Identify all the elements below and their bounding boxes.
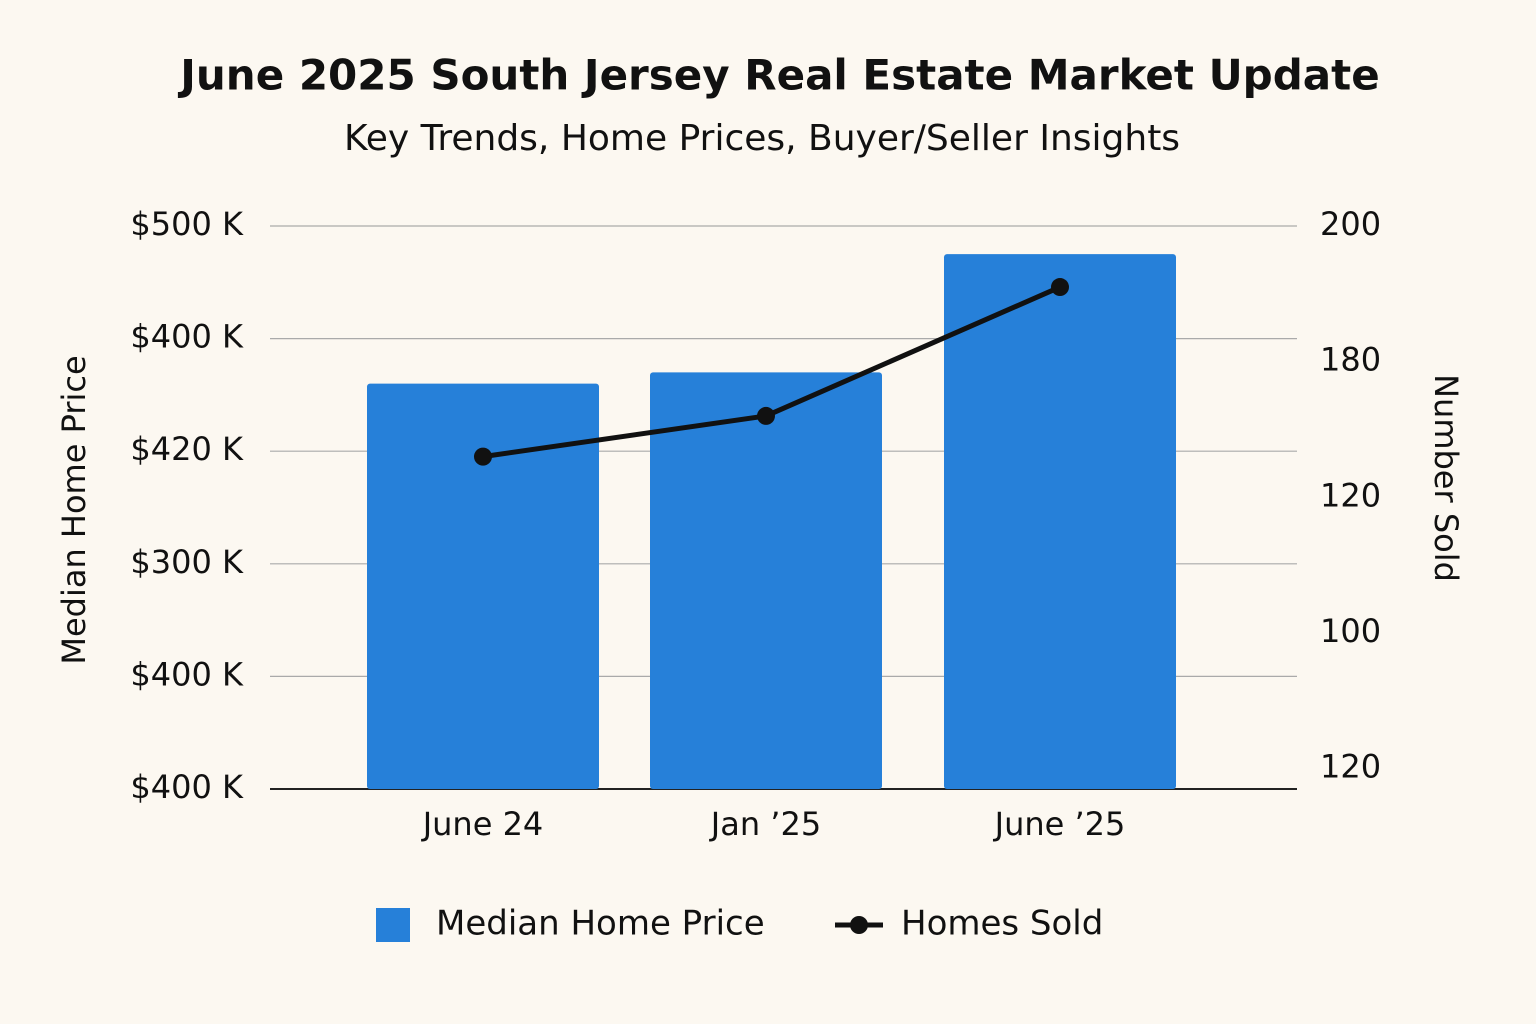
y-tick-label: $500 K — [130, 205, 244, 243]
legend-label: Median Home Price — [436, 904, 765, 944]
y2-tick-label: 120 — [1320, 748, 1381, 786]
y-tick-label: $420 K — [130, 430, 244, 468]
y2-axis-title: Number Sold — [1427, 374, 1465, 582]
y2-tick-label: 180 — [1320, 341, 1381, 379]
line-marker — [757, 406, 775, 425]
x-tick-label: June ’25 — [993, 805, 1126, 843]
y2-tick-label: 120 — [1320, 476, 1381, 514]
legend-label: Homes Sold — [901, 904, 1103, 944]
bar — [944, 254, 1176, 789]
chart-title: June 2025 South Jersey Real Estate Marke… — [177, 51, 1379, 100]
y-tick-label: $400 K — [130, 768, 244, 806]
y-axis-title: Median Home Price — [55, 355, 93, 664]
y2-tick-label: 200 — [1320, 205, 1381, 243]
y-tick-label: $300 K — [130, 543, 244, 581]
legend-swatch — [376, 908, 410, 942]
y-tick-label: $400 K — [130, 655, 244, 693]
y-tick-label: $400 K — [130, 318, 244, 356]
legend-swatch-marker — [850, 916, 868, 934]
x-tick-label: June 24 — [421, 805, 544, 843]
bar — [650, 372, 882, 789]
x-tick-label: Jan ’25 — [709, 805, 821, 843]
bar — [367, 383, 599, 789]
line-marker — [474, 447, 492, 466]
chart-subtitle: Key Trends, Home Prices, Buyer/Seller In… — [344, 118, 1180, 159]
line-marker — [1051, 278, 1069, 297]
y2-tick-label: 100 — [1320, 612, 1381, 650]
